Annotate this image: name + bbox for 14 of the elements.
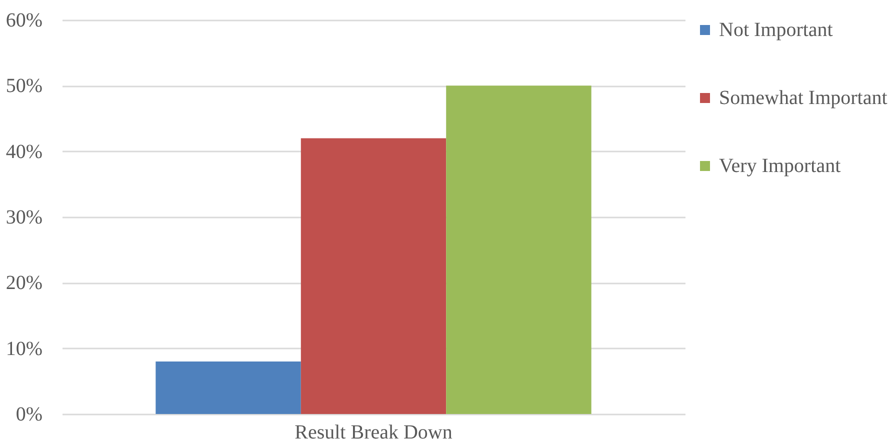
y-tick-label: 50% — [6, 75, 42, 98]
legend-label: Somewhat Important — [719, 87, 888, 109]
y-tick-label: 0% — [16, 404, 42, 426]
y-tick-label: 10% — [6, 338, 42, 360]
legend-label: Not Important — [719, 19, 834, 41]
y-tick-label: 40% — [6, 140, 42, 163]
y-tick-label: 60% — [6, 10, 42, 32]
x-tick-label: Result Break Down — [294, 422, 452, 444]
bar — [156, 361, 301, 414]
legend-label: Very Important — [719, 155, 842, 177]
bar — [446, 86, 592, 414]
y-tick-label: 20% — [6, 272, 42, 294]
bar — [300, 138, 446, 414]
y-tick-label: 30% — [6, 206, 42, 228]
